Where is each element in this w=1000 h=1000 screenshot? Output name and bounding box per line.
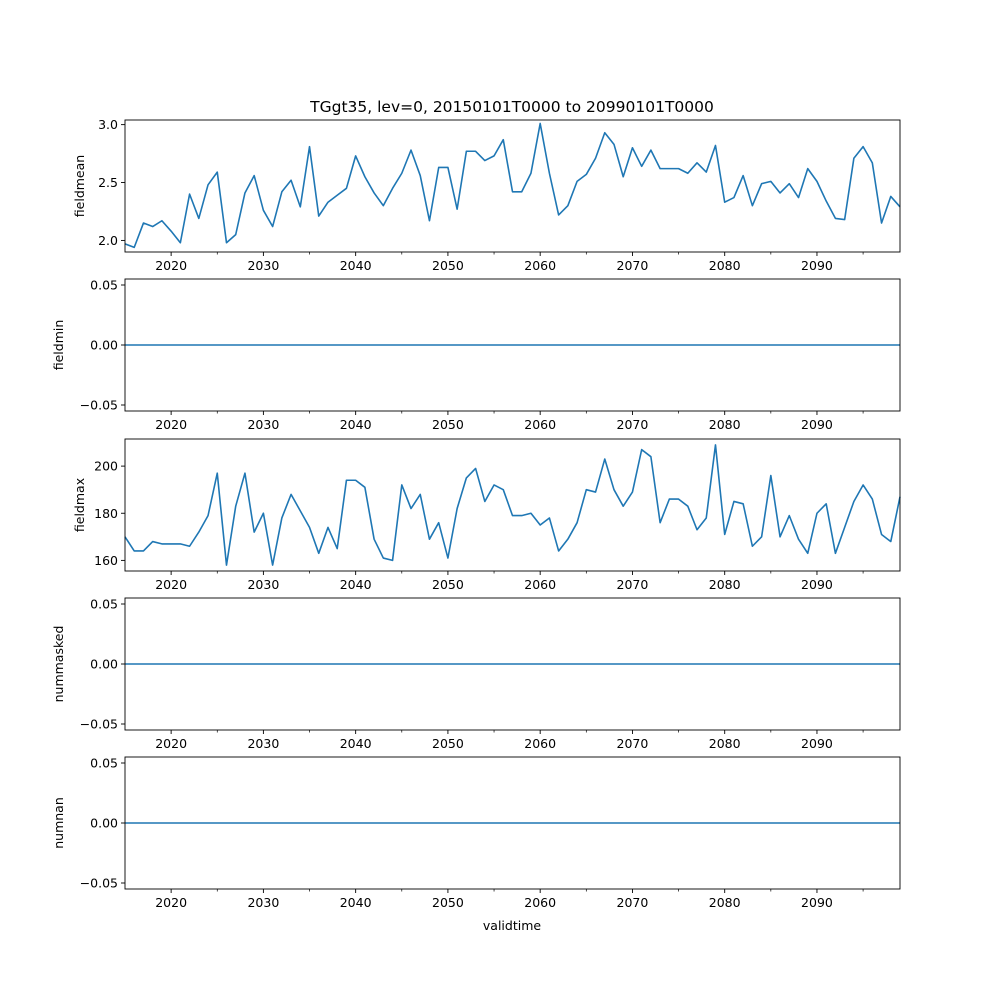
nummasked-y-tick-label: 0.00 (90, 657, 118, 672)
fieldmax-x-tick-label: 2090 (801, 577, 833, 592)
fieldmean-series-line (124, 122, 901, 249)
numnan-y-tick-label: 0.05 (90, 756, 118, 771)
fieldmin-x-tick-label: 2060 (524, 417, 556, 432)
fieldmean-y-tick-label: 2.0 (98, 233, 118, 248)
fieldmax-x-tick-label: 2080 (709, 577, 741, 592)
nummasked-y-axis-label: nummasked (51, 626, 66, 703)
numnan-x-tick-label: 2050 (432, 895, 464, 910)
fieldmin-x-tick-label: 2040 (340, 417, 372, 432)
fieldmean-x-tick-label: 2030 (247, 258, 279, 273)
nummasked-x-tick-label: 2090 (801, 736, 833, 751)
numnan-x-tick-label: 2030 (247, 895, 279, 910)
numnan-y-tick-label: −0.05 (80, 876, 118, 891)
nummasked-x-tick-label: 2020 (155, 736, 187, 751)
fieldmin-x-tick-label: 2030 (247, 417, 279, 432)
nummasked-x-tick-label: 2080 (709, 736, 741, 751)
numnan-x-tick-label: 2020 (155, 895, 187, 910)
fieldmin-x-tick-label: 2080 (709, 417, 741, 432)
fieldmax-x-tick-label: 2030 (247, 577, 279, 592)
fieldmin-x-tick-label: 2050 (432, 417, 464, 432)
fieldmin-x-tick-label: 2090 (801, 417, 833, 432)
fieldmean-x-tick-label: 2020 (155, 258, 187, 273)
fieldmean-y-tick-label: 2.5 (98, 175, 118, 190)
panel-nummasked: 2020 2030 2040 2050 2060 2070 2080 2090 0.05 0.00… (51, 597, 901, 751)
fieldmax-x-tick-label: 2050 (432, 577, 464, 592)
fieldmax-axes-frame (124, 438, 901, 572)
numnan-x-tick-label: 2090 (801, 895, 833, 910)
nummasked-y-tick-label: −0.05 (80, 717, 118, 732)
fieldmin-y-axis-label: fieldmin (51, 320, 66, 371)
fieldmin-x-tick-label: 2070 (617, 417, 649, 432)
numnan-x-tick-label: 2070 (617, 895, 649, 910)
fieldmax-y-axis-label: fieldmax (72, 478, 87, 532)
nummasked-x-tick-label: 2060 (524, 736, 556, 751)
fieldmax-x-tick-label: 2060 (524, 577, 556, 592)
nummasked-y-tick-label: 0.05 (90, 597, 118, 612)
numnan-x-tick-label: 2060 (524, 895, 556, 910)
fieldmin-y-tick-label: 0.00 (90, 338, 118, 353)
nummasked-x-tick-label: 2040 (340, 736, 372, 751)
numnan-x-tick-label: 2040 (340, 895, 372, 910)
fieldmin-y-tick-label: −0.05 (80, 398, 118, 413)
fieldmin-x-tick-label: 2020 (155, 417, 187, 432)
fieldmean-x-tick-label: 2070 (617, 258, 649, 273)
fieldmax-x-tick-label: 2040 (340, 577, 372, 592)
panel-numnan: 2020 2030 2040 2050 2060 2070 2080 2090 0.05 0.00… (51, 756, 901, 910)
panel-fieldmin: 2020 2030 2040 2050 2060 2070 2080 2090 0.05 0.00… (51, 278, 901, 432)
fieldmax-y-tick-label: 160 (94, 553, 118, 568)
fieldmean-x-tick-label: 2060 (524, 258, 556, 273)
fieldmean-y-tick-label: 3.0 (98, 117, 118, 132)
fieldmean-x-tick-label: 2080 (709, 258, 741, 273)
numnan-y-axis-label: numnan (51, 797, 66, 849)
fieldmean-y-axis-label: fieldmean (72, 155, 87, 217)
panel-fieldmean: 2020 2030 2040 2050 2060 2070 2080 2090 2.0 2.5 3.… (72, 117, 901, 273)
fieldmax-y-tick-label: 200 (94, 459, 118, 474)
numnan-y-tick-label: 0.00 (90, 816, 118, 831)
fieldmax-x-tick-label: 2020 (155, 577, 187, 592)
fieldmean-axes-frame (124, 119, 901, 253)
panels: 2020 2030 2040 2050 2060 2070 2080 2090 2.0 2.5 3.… (51, 117, 901, 910)
fieldmin-y-tick-label: 0.05 (90, 278, 118, 293)
panel-fieldmax: 2020 2030 2040 2050 2060 2070 2080 2090 200 180 16… (72, 438, 901, 592)
fieldmean-x-tick-label: 2090 (801, 258, 833, 273)
fieldmean-x-tick-label: 2040 (340, 258, 372, 273)
x-axis-label: validtime (483, 918, 541, 933)
fieldmax-y-tick-label: 180 (94, 506, 118, 521)
numnan-x-tick-label: 2080 (709, 895, 741, 910)
nummasked-x-tick-label: 2050 (432, 736, 464, 751)
fieldmean-x-tick-label: 2050 (432, 258, 464, 273)
fieldmax-x-tick-label: 2070 (617, 577, 649, 592)
nummasked-x-tick-label: 2070 (617, 736, 649, 751)
fieldmax-series-line (124, 444, 901, 566)
nummasked-x-tick-label: 2030 (247, 736, 279, 751)
chart-title: TGgt35, lev=0, 20150101T0000 to 20990101… (309, 98, 714, 116)
